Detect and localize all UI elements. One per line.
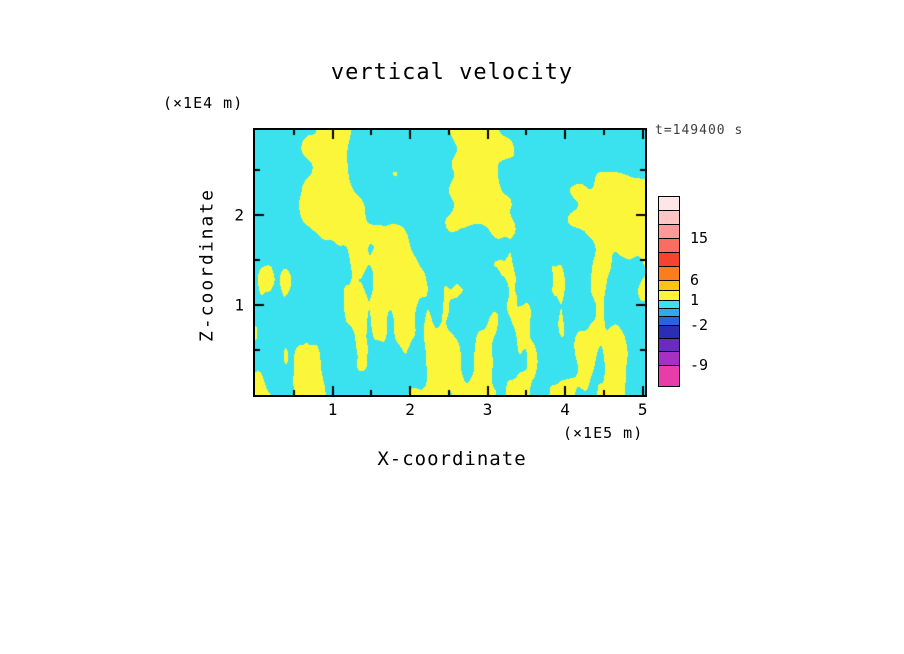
- colorbar-segment: [659, 352, 679, 366]
- colorbar-segment: [659, 309, 679, 317]
- colorbar-segment: [659, 326, 679, 339]
- colorbar-segment: [659, 317, 679, 326]
- z-tick-label: 2: [234, 205, 244, 225]
- z-axis-unit-label: (×1E4 m): [163, 94, 244, 112]
- colorbar-segment: [659, 339, 679, 352]
- x-axis-label: X-coordinate: [377, 448, 527, 470]
- x-axis-unit-label: (×1E5 m): [563, 424, 644, 442]
- colorbar-tick-label: 15: [690, 229, 709, 247]
- colorbar-segment: [659, 366, 679, 386]
- colorbar-segment: [659, 225, 679, 239]
- colorbar-tick-label: 6: [690, 271, 700, 289]
- colorbar: [658, 196, 680, 387]
- colorbar-segment: [659, 301, 679, 309]
- colorbar-segment: [659, 197, 679, 211]
- colorbar-segment: [659, 281, 679, 291]
- x-tick-label: 3: [482, 400, 493, 419]
- colorbar-tick-label: -2: [690, 316, 709, 334]
- chart-title: vertical velocity: [330, 60, 574, 85]
- plot-frame: [253, 128, 647, 397]
- z-tick-label: 1: [234, 295, 244, 315]
- timestamp-label: t=149400 s: [655, 123, 744, 138]
- x-tick-label: 4: [560, 400, 570, 419]
- colorbar-tick-label: 1: [690, 291, 700, 309]
- colorbar-segment: [659, 267, 679, 281]
- colorbar-segment: [659, 291, 679, 301]
- colorbar-tick-label: -9: [690, 356, 709, 374]
- colorbar-segment: [659, 211, 679, 225]
- z-axis-label: Z-coordinate: [196, 187, 218, 343]
- x-tick-label: 1: [327, 400, 338, 419]
- x-tick-label: 2: [405, 400, 415, 419]
- x-tick-label: 5: [637, 400, 648, 419]
- colorbar-segment: [659, 239, 679, 253]
- field-canvas: [255, 130, 645, 395]
- colorbar-segment: [659, 253, 679, 267]
